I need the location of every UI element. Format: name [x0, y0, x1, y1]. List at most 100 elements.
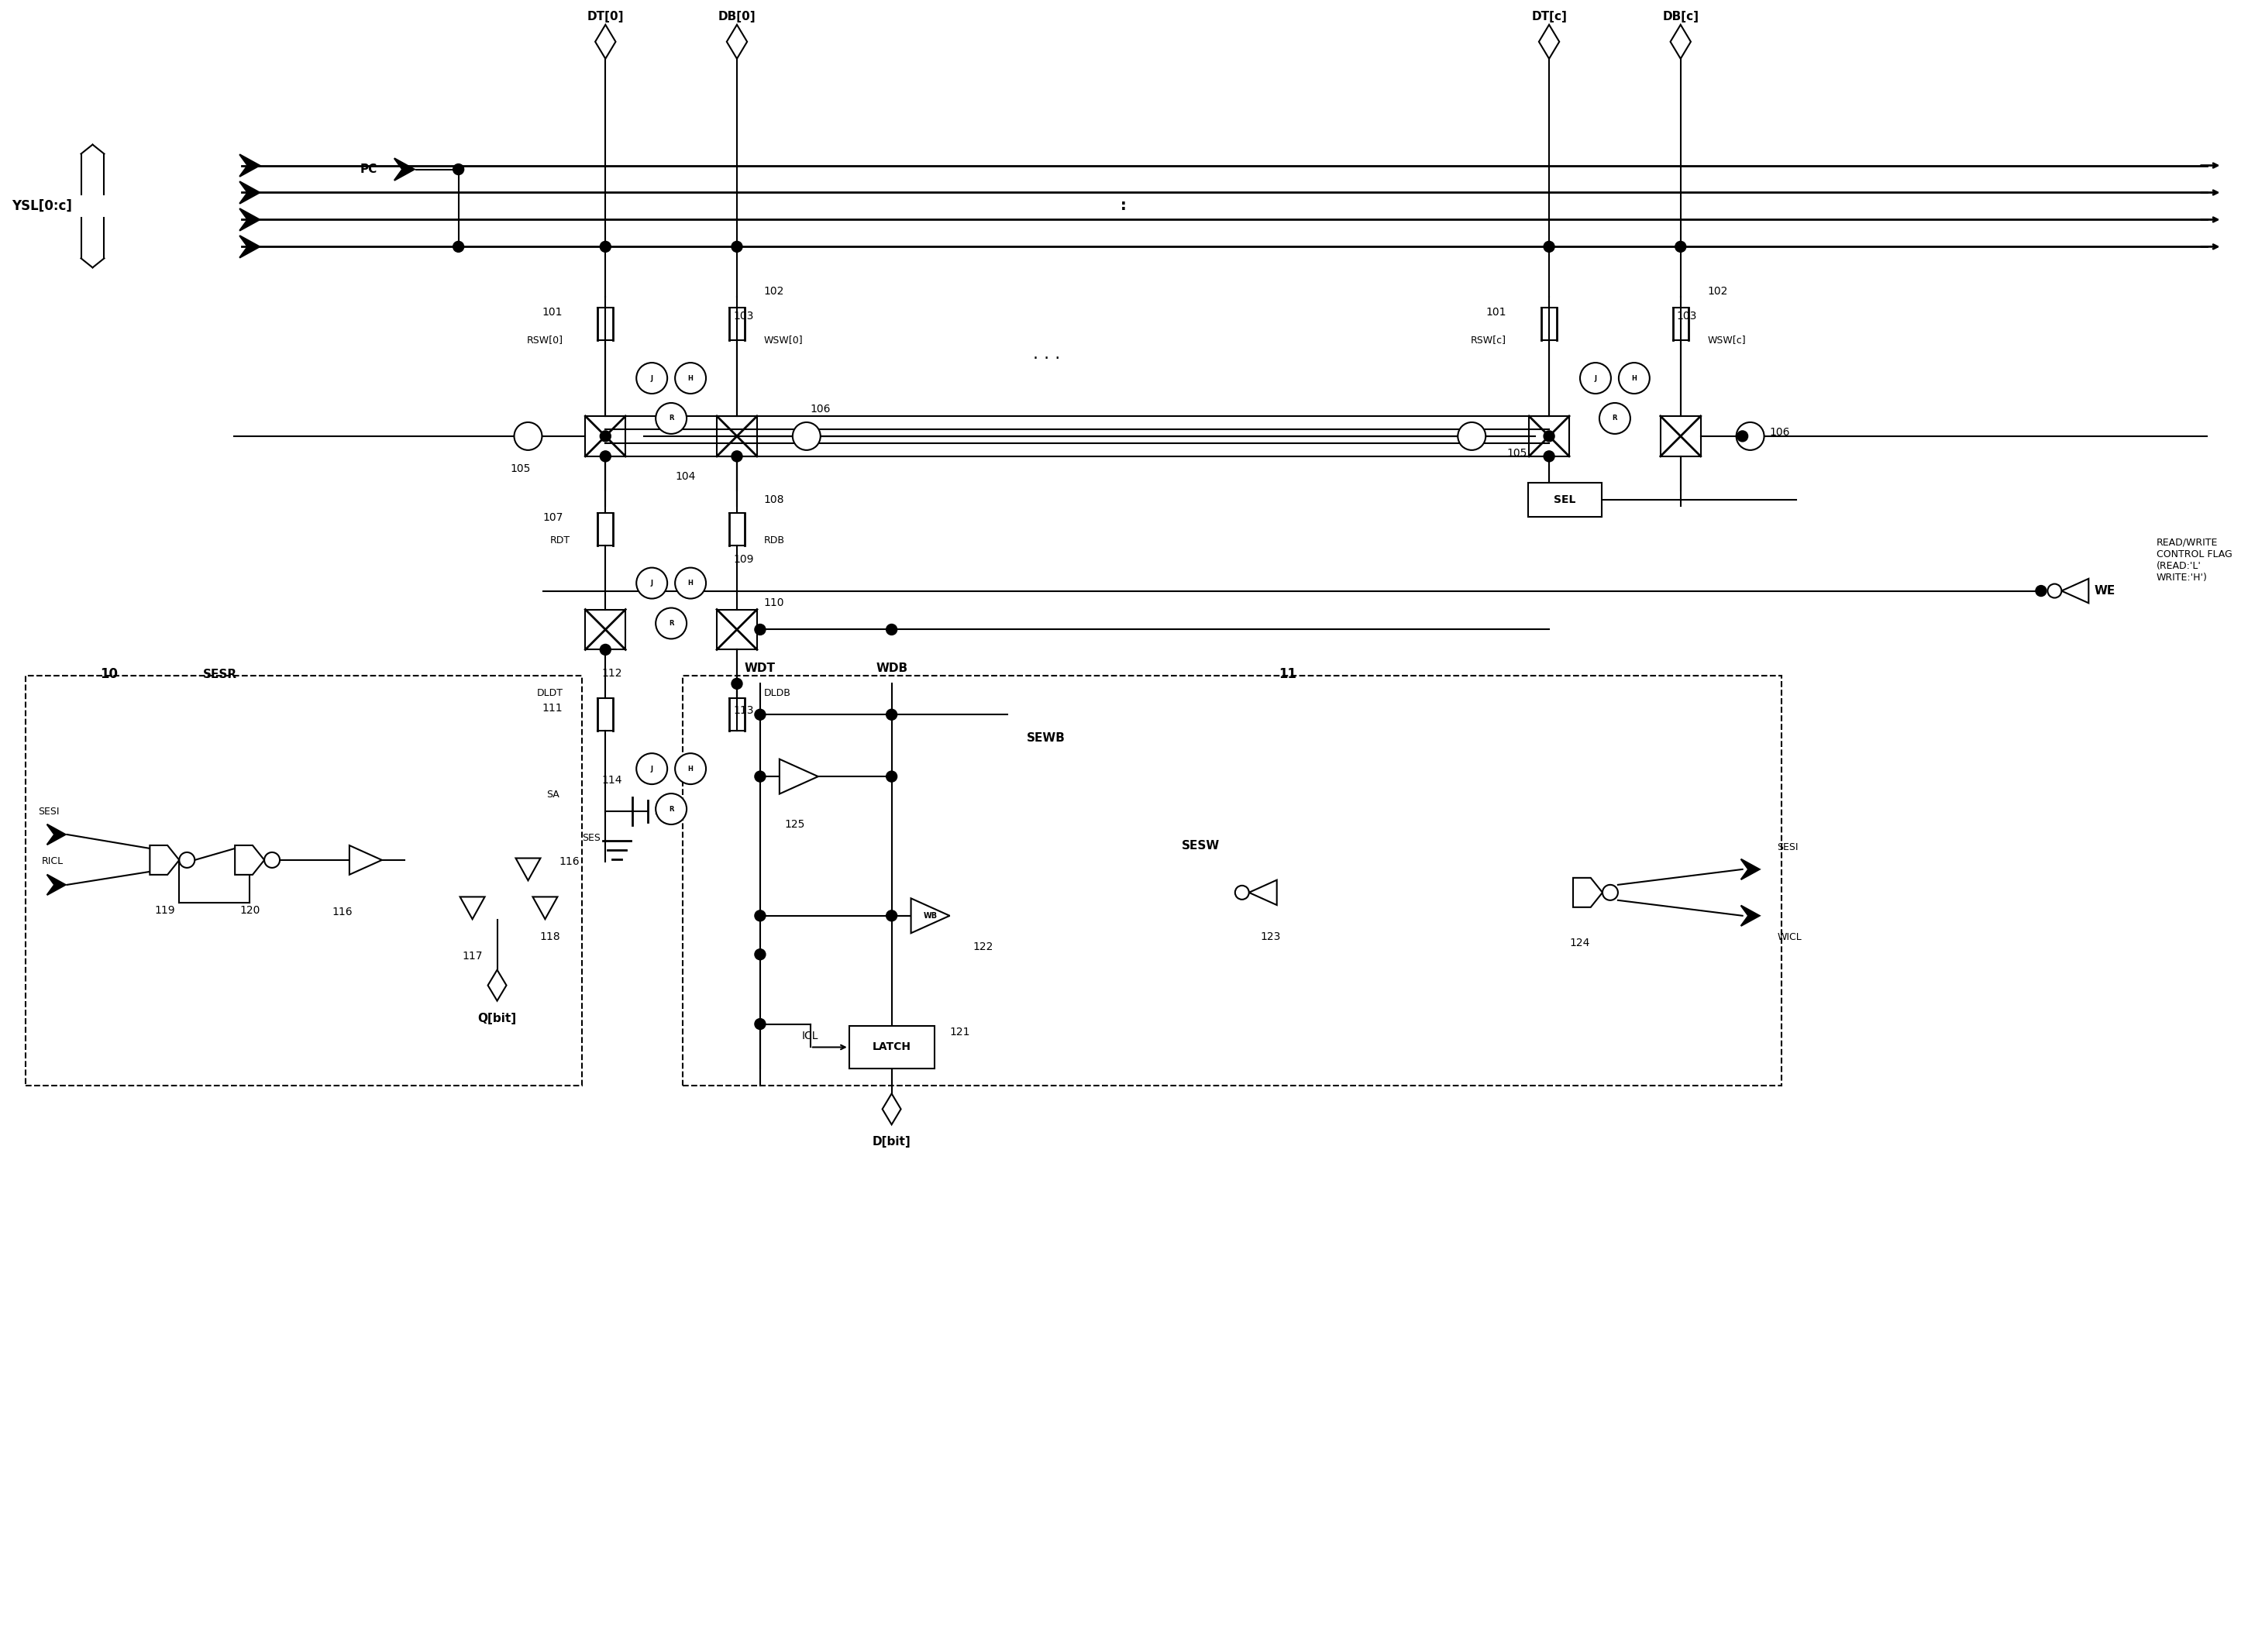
Text: J: J	[650, 765, 652, 771]
Circle shape	[636, 568, 668, 598]
Polygon shape	[515, 857, 540, 881]
Circle shape	[1598, 403, 1630, 434]
Circle shape	[731, 241, 742, 253]
Text: R: R	[668, 415, 674, 421]
Bar	[1661, 416, 1702, 456]
Polygon shape	[881, 1094, 901, 1125]
Polygon shape	[910, 899, 949, 933]
Text: 122: 122	[973, 942, 994, 952]
Text: 101: 101	[542, 307, 562, 317]
Text: 111: 111	[542, 704, 562, 714]
Circle shape	[674, 363, 706, 393]
Text: 102: 102	[764, 286, 785, 297]
Bar	[1529, 416, 1569, 456]
Circle shape	[1544, 451, 1556, 461]
Circle shape	[515, 423, 542, 449]
Text: J: J	[650, 580, 652, 586]
Text: WE: WE	[2095, 585, 2115, 596]
Text: 112: 112	[602, 667, 623, 679]
Bar	[584, 416, 625, 456]
Text: 125: 125	[785, 819, 805, 829]
Polygon shape	[488, 970, 506, 1001]
Polygon shape	[241, 182, 261, 203]
Circle shape	[656, 608, 686, 639]
Text: SEL: SEL	[1553, 494, 1576, 506]
Text: 103: 103	[733, 311, 753, 322]
Circle shape	[731, 679, 742, 689]
Text: J: J	[650, 375, 652, 382]
Text: 124: 124	[1569, 937, 1589, 948]
Polygon shape	[780, 760, 818, 795]
Text: 11: 11	[1279, 667, 1297, 681]
Text: 113: 113	[733, 705, 753, 717]
Polygon shape	[241, 236, 261, 258]
Circle shape	[1580, 363, 1612, 393]
Text: WDT: WDT	[744, 662, 776, 674]
Text: WB: WB	[924, 912, 937, 920]
Polygon shape	[348, 846, 382, 874]
Text: 102: 102	[1708, 286, 1729, 297]
Polygon shape	[241, 208, 261, 231]
Text: 107: 107	[542, 512, 562, 522]
Text: YSL[0:c]: YSL[0:c]	[11, 198, 72, 213]
Text: RICL: RICL	[40, 856, 63, 867]
Bar	[683, 676, 1780, 1085]
Text: 105: 105	[1506, 448, 1526, 459]
Text: DT[c]: DT[c]	[1531, 12, 1567, 23]
Polygon shape	[726, 25, 746, 59]
Text: 121: 121	[949, 1026, 971, 1037]
Text: WICL: WICL	[1778, 932, 1803, 942]
Text: DLDT: DLDT	[537, 687, 562, 699]
Circle shape	[886, 624, 897, 634]
Text: 119: 119	[155, 905, 175, 915]
Circle shape	[636, 753, 668, 785]
Circle shape	[1457, 423, 1486, 449]
Circle shape	[886, 771, 897, 781]
Text: WSW[c]: WSW[c]	[1708, 334, 1747, 345]
Text: 106: 106	[1769, 426, 1789, 438]
Text: DLDB: DLDB	[764, 687, 791, 699]
Polygon shape	[596, 25, 616, 59]
Text: 123: 123	[1261, 932, 1281, 942]
Text: 120: 120	[238, 905, 261, 915]
Circle shape	[1234, 885, 1250, 899]
Circle shape	[886, 910, 897, 922]
Text: 106: 106	[809, 403, 832, 415]
Circle shape	[180, 852, 196, 867]
Text: R: R	[668, 806, 674, 813]
Polygon shape	[1540, 25, 1560, 59]
Circle shape	[2048, 583, 2061, 598]
Bar	[717, 416, 758, 456]
Text: H: H	[688, 375, 692, 382]
Text: 104: 104	[674, 471, 695, 482]
Circle shape	[755, 624, 767, 634]
Circle shape	[1619, 363, 1650, 393]
Text: · · ·: · · ·	[1032, 352, 1061, 367]
Text: SEWB: SEWB	[1027, 732, 1066, 743]
Text: SA: SA	[546, 790, 560, 800]
Polygon shape	[151, 846, 180, 874]
Circle shape	[731, 451, 742, 461]
Polygon shape	[393, 159, 414, 180]
Text: 10: 10	[101, 667, 119, 681]
Text: 118: 118	[540, 932, 560, 942]
Text: SESR: SESR	[202, 669, 238, 681]
Circle shape	[1603, 885, 1619, 900]
Circle shape	[265, 852, 279, 867]
Text: RSW[c]: RSW[c]	[1470, 334, 1506, 345]
Circle shape	[1675, 241, 1686, 253]
Circle shape	[755, 948, 767, 960]
Circle shape	[1735, 423, 1765, 449]
Bar	[717, 610, 758, 649]
Polygon shape	[1740, 859, 1760, 879]
Text: 103: 103	[1677, 311, 1697, 322]
Circle shape	[794, 423, 821, 449]
Circle shape	[755, 709, 767, 720]
Bar	[584, 610, 625, 649]
Circle shape	[755, 771, 767, 781]
Bar	[717, 610, 758, 649]
Circle shape	[636, 363, 668, 393]
Text: D[bit]: D[bit]	[872, 1137, 910, 1148]
Circle shape	[2037, 585, 2046, 596]
Circle shape	[674, 568, 706, 598]
